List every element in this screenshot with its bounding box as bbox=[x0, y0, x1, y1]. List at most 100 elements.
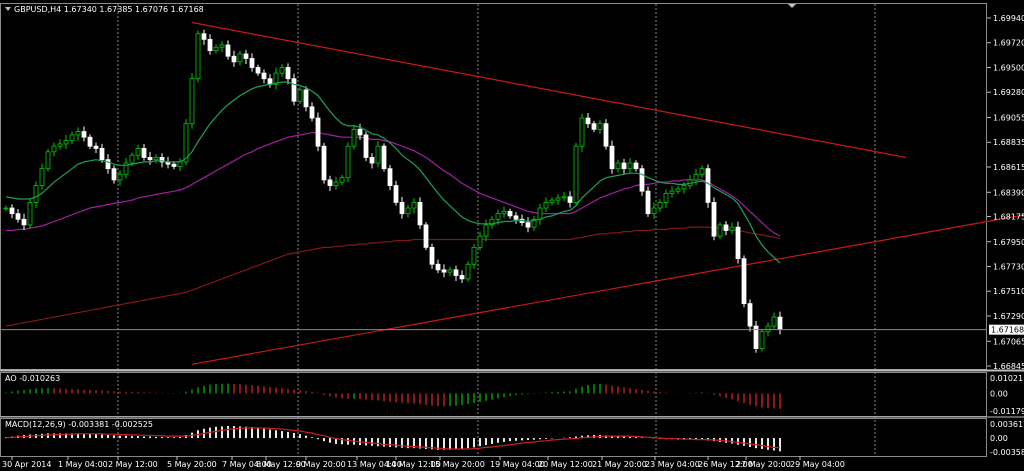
macd-tick-label: -0.003584 bbox=[990, 448, 1024, 457]
pane-frames bbox=[0, 3, 1024, 457]
candle-body bbox=[609, 145, 615, 170]
candle-body bbox=[201, 33, 207, 40]
price-tick-label: 1.69500 bbox=[993, 63, 1024, 72]
ma-mid-path bbox=[6, 132, 781, 237]
candle-body bbox=[129, 154, 135, 164]
price-tick-label: 1.67290 bbox=[993, 312, 1024, 321]
candle-body bbox=[759, 331, 765, 349]
candle-body bbox=[603, 123, 609, 147]
candle-body bbox=[627, 162, 633, 170]
candle-body bbox=[33, 185, 39, 203]
time-tick-label: 15 May 20:00 bbox=[430, 460, 485, 469]
candle-body bbox=[567, 196, 573, 203]
candle-body bbox=[645, 190, 651, 215]
candle-body bbox=[81, 131, 87, 138]
candle-body bbox=[321, 145, 327, 181]
time-tick-label: 19 May 04:00 bbox=[490, 460, 545, 469]
price-axis[interactable]: 1.69940 1.69720 1.69500 1.69280 1.69055 1.688… bbox=[987, 14, 1024, 371]
price-tick-label: 1.69720 bbox=[993, 39, 1024, 48]
macd-tick-label: 0.003617 bbox=[990, 420, 1024, 429]
time-tick-label: 9 May 20:00 bbox=[296, 460, 346, 469]
trendline-2[interactable] bbox=[191, 209, 1024, 365]
candle-body bbox=[45, 151, 51, 170]
macd-tick-label: 0.00 bbox=[990, 434, 1008, 443]
candle-body bbox=[639, 168, 645, 192]
candle-body bbox=[147, 157, 153, 161]
candle-body bbox=[663, 193, 669, 203]
ao-tick-label: -0.01179 bbox=[990, 407, 1024, 416]
candle-body bbox=[279, 67, 285, 74]
candle-body bbox=[159, 157, 165, 163]
price-tick-label: 1.67510 bbox=[993, 287, 1024, 296]
ma-slow-line bbox=[5, 226, 781, 327]
candle-body bbox=[87, 136, 93, 147]
time-tick-label: 20 May 12:00 bbox=[538, 460, 593, 469]
ao-tick-label: 0.010211 bbox=[990, 374, 1024, 383]
chart-shift-triangle-icon[interactable] bbox=[788, 4, 796, 8]
candle-body bbox=[207, 38, 213, 52]
candle-body bbox=[525, 222, 531, 228]
candle-body bbox=[615, 162, 621, 170]
time-tick-label: 23 May 04:00 bbox=[645, 460, 700, 469]
price-tick-label: 1.68390 bbox=[993, 188, 1024, 197]
time-tick-label: 29 May 04:00 bbox=[790, 460, 845, 469]
candle-body bbox=[153, 157, 159, 161]
candle-body bbox=[777, 316, 783, 330]
candle-body bbox=[537, 207, 543, 220]
candle-body bbox=[273, 72, 279, 85]
candle-body bbox=[291, 78, 297, 102]
time-axis[interactable]: 30 Apr 2014 1 May 04:00 2 May 12:00 5 May 2… bbox=[2, 456, 845, 469]
candle-body bbox=[249, 58, 255, 68]
time-tick-label: 1 May 04:00 bbox=[58, 460, 108, 469]
candle-body bbox=[171, 163, 177, 167]
candle-body bbox=[717, 224, 723, 237]
candle-body bbox=[699, 168, 705, 175]
candle-body bbox=[657, 202, 663, 209]
candle-body bbox=[417, 202, 423, 226]
candle-body bbox=[555, 197, 561, 201]
candle-body bbox=[327, 179, 333, 186]
candle-body bbox=[9, 207, 15, 215]
candle-body bbox=[471, 246, 477, 265]
price-tick-label: 1.67065 bbox=[993, 337, 1024, 346]
candle-body bbox=[21, 218, 27, 226]
macd-signal-path bbox=[5, 427, 781, 450]
collapse-triangle-icon[interactable] bbox=[5, 7, 11, 11]
candle-body bbox=[3, 207, 9, 210]
candle-body bbox=[729, 226, 735, 231]
price-tick-label: 1.68835 bbox=[993, 138, 1024, 147]
candle-body bbox=[753, 325, 759, 349]
candle-body bbox=[189, 78, 195, 125]
ma-fast-line bbox=[5, 81, 781, 264]
trendline-1[interactable] bbox=[191, 21, 907, 159]
price-tick-label: 1.69940 bbox=[993, 14, 1024, 23]
candle-body bbox=[69, 134, 75, 141]
candle-body bbox=[741, 258, 747, 304]
candle-body bbox=[681, 185, 687, 190]
ao-axis: 0.010211 0.00 -0.01179 bbox=[990, 374, 1024, 416]
candle-body bbox=[429, 246, 435, 265]
candle-body bbox=[549, 199, 555, 203]
time-tick-label: 26 May 12:00 bbox=[698, 460, 753, 469]
candle-body bbox=[255, 67, 261, 74]
macd-pane-frame bbox=[0, 418, 987, 457]
candle-body bbox=[363, 134, 369, 158]
candle-body bbox=[765, 325, 771, 333]
price-tick-label: 1.66845 bbox=[993, 362, 1024, 371]
candle-body bbox=[27, 202, 33, 226]
candle-body bbox=[543, 202, 549, 209]
candle-body bbox=[213, 46, 219, 52]
candle-body bbox=[489, 218, 495, 226]
candle-body bbox=[339, 177, 345, 183]
candle-body bbox=[675, 188, 681, 192]
current-price-label: 1.67168 bbox=[991, 326, 1024, 335]
trendlines[interactable] bbox=[191, 21, 1024, 365]
candle-body bbox=[39, 168, 45, 186]
candle-body bbox=[357, 128, 363, 136]
candle-body bbox=[735, 226, 741, 260]
candle-body bbox=[705, 168, 711, 203]
candle-body bbox=[345, 145, 351, 179]
candle-body bbox=[621, 162, 627, 170]
candle-body bbox=[441, 269, 447, 273]
